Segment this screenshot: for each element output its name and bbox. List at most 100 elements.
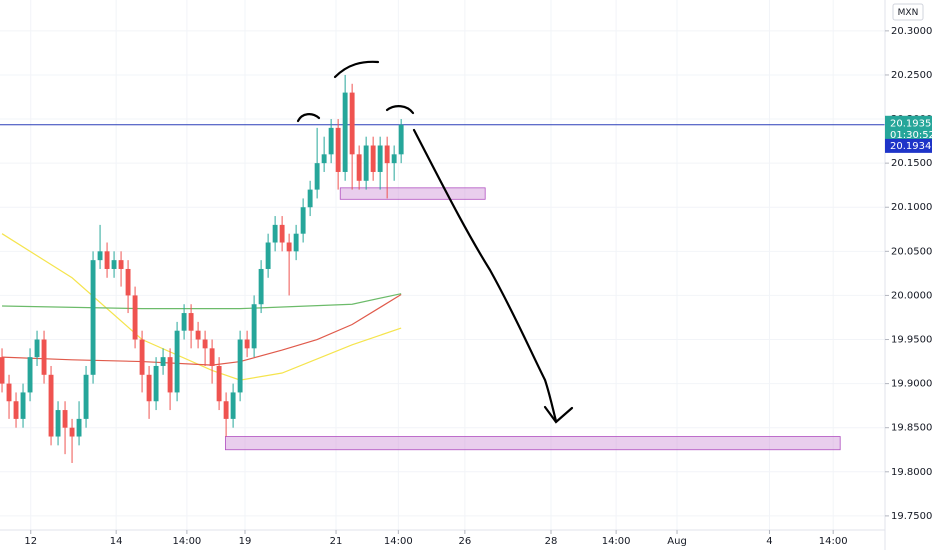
drawn-arc xyxy=(296,113,321,123)
candle-body xyxy=(62,410,68,428)
x-tick-label: 14:00 xyxy=(819,536,848,547)
x-tick-label: 14:00 xyxy=(384,536,413,547)
candle-body xyxy=(321,154,327,164)
candle-body xyxy=(223,401,229,419)
candle-body xyxy=(27,357,33,393)
y-tick-label: 19.95000 xyxy=(891,335,932,346)
y-tick-label: 19.75000 xyxy=(891,511,932,522)
y-tick-label: 20.10000 xyxy=(891,202,932,213)
candle-body xyxy=(300,207,306,234)
x-tick-label: 28 xyxy=(545,536,558,547)
candle-body xyxy=(174,330,180,393)
candle-body xyxy=(244,339,250,349)
candle-body xyxy=(363,145,369,181)
y-tick-label: 19.80000 xyxy=(891,467,932,478)
candle-body xyxy=(167,357,173,393)
candle-body xyxy=(188,313,194,331)
candle-body xyxy=(398,124,404,155)
y-tick-label: 20.25000 xyxy=(891,70,932,81)
zone xyxy=(339,187,486,200)
candle-body xyxy=(0,357,5,384)
candle-body xyxy=(97,251,103,261)
candle-body xyxy=(125,268,131,296)
candle-body xyxy=(230,392,236,419)
drawn-arc xyxy=(333,60,380,79)
x-tick-label: 26 xyxy=(459,536,472,547)
x-tick-label: 14:00 xyxy=(602,536,631,547)
candle-body xyxy=(265,242,271,269)
drawn-arc xyxy=(385,105,415,115)
x-tick-label: 21 xyxy=(330,536,343,547)
candle-body xyxy=(83,374,89,419)
candle-body xyxy=(55,410,61,437)
x-tick-label: 4 xyxy=(766,536,772,547)
candle-body xyxy=(216,365,222,402)
zone xyxy=(224,436,841,451)
candle-body xyxy=(13,401,19,419)
candle-body xyxy=(209,348,215,366)
currency-badge[interactable] xyxy=(892,3,924,21)
axis-label: MXN xyxy=(898,8,919,18)
x-tick-label: 14 xyxy=(110,536,123,547)
x-tick-label: 19 xyxy=(239,536,252,547)
y-tick-label: 20.30000 xyxy=(891,26,932,37)
candle-body xyxy=(118,260,124,269)
bid-price-label: 20.19340 xyxy=(890,141,932,152)
candle-body xyxy=(384,145,390,164)
countdown: 01:30:52 xyxy=(890,130,932,141)
candle-body xyxy=(314,163,320,190)
candle-body xyxy=(202,339,208,349)
bid-price-box xyxy=(885,138,932,153)
candle-body xyxy=(34,339,40,358)
candle-body xyxy=(342,92,348,172)
candle-body xyxy=(391,154,397,164)
x-tick-label: 12 xyxy=(24,536,37,547)
candle-body xyxy=(272,224,278,243)
candle-body xyxy=(132,295,138,340)
drawn-arrowhead xyxy=(543,405,574,424)
candle-body xyxy=(251,304,257,349)
candle-body xyxy=(237,339,243,393)
candle-body xyxy=(90,260,96,375)
candle-body xyxy=(104,251,110,269)
candle-body xyxy=(258,268,264,305)
candle-body xyxy=(335,127,341,172)
candle-body xyxy=(307,189,313,208)
y-tick-label: 20.15000 xyxy=(891,158,932,169)
candle-body xyxy=(48,374,54,437)
y-tick-label: 20.00000 xyxy=(891,290,932,301)
candle-body xyxy=(139,339,145,375)
candle-body xyxy=(20,392,26,419)
x-tick-label: Aug xyxy=(667,536,687,547)
candle-body xyxy=(160,357,166,366)
candle-body xyxy=(349,92,355,155)
axes: 19.75000 19.80000 19.85000 19.90000 19.95000… xyxy=(24,26,932,547)
last-price-box xyxy=(885,115,932,142)
hand-drawings xyxy=(296,60,574,424)
candle-body xyxy=(76,418,82,437)
plot-area xyxy=(0,74,885,463)
candle-body xyxy=(41,339,47,375)
candle-body xyxy=(195,330,201,340)
candle-body xyxy=(69,427,75,437)
candle-body xyxy=(279,224,285,243)
candle-body xyxy=(111,260,117,269)
candle-body xyxy=(293,233,299,252)
candle-body xyxy=(377,145,383,172)
y-tick-label: 19.85000 xyxy=(891,423,932,434)
moving-average xyxy=(1,233,402,381)
y-tick-label: 19.90000 xyxy=(891,379,932,390)
drawn-arrow xyxy=(412,128,558,423)
candle-body xyxy=(181,313,187,331)
candle-body xyxy=(6,383,12,402)
candle-body xyxy=(146,374,152,402)
candle-body xyxy=(328,127,334,155)
y-tick-label: 20.05000 xyxy=(891,246,932,257)
x-tick-label: 14:00 xyxy=(172,536,201,547)
candle-body xyxy=(286,242,292,252)
candle-body xyxy=(356,154,362,181)
candle-body xyxy=(153,365,159,402)
